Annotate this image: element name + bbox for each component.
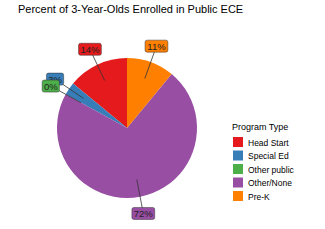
legend-key xyxy=(233,178,243,188)
label-box xyxy=(145,40,168,52)
label-box xyxy=(79,43,102,55)
chart: Percent of 3-Year-Olds Enrolled in Publi… xyxy=(0,0,325,229)
data-label: 72% xyxy=(134,208,154,219)
title: Percent of 3-Year-Olds Enrolled in Publi… xyxy=(18,3,243,15)
legend-label: Pre-K xyxy=(248,192,270,202)
data-label: 11% xyxy=(147,41,166,52)
legend-key xyxy=(233,164,243,174)
legend-label: Head Start xyxy=(248,138,289,148)
data-labels: 14%3%0%72%11% xyxy=(42,40,168,219)
legend-label: Other public xyxy=(248,165,295,175)
legend-key xyxy=(233,137,243,147)
data-label: 14% xyxy=(80,44,100,55)
slice xyxy=(127,58,172,128)
legend-key xyxy=(233,191,243,201)
legend-key xyxy=(233,151,243,161)
legend-label: Other/None xyxy=(248,178,292,188)
legend-label: Special Ed xyxy=(248,151,289,161)
data-label: 0% xyxy=(44,81,58,92)
label-box xyxy=(42,80,59,92)
legend-title: Program Type xyxy=(232,122,288,132)
chart-svg: Percent of 3-Year-Olds Enrolled in Publi… xyxy=(0,0,325,229)
label-box xyxy=(132,207,155,219)
legend: Program Type Head Start Special Ed Other pu… xyxy=(232,122,295,202)
slices xyxy=(57,58,197,198)
